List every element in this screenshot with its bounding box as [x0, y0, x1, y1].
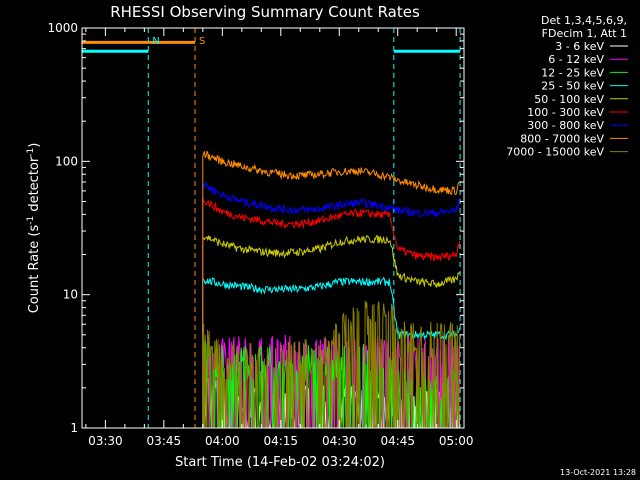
y-axis-label-part: detector	[27, 156, 42, 216]
y-tick-label: 1000	[47, 21, 78, 35]
y-tick-label: 100	[55, 154, 78, 168]
marker-label: N	[152, 36, 159, 47]
series-line	[202, 181, 461, 428]
legend-label: 7000 - 15000 keV	[506, 146, 604, 159]
x-tick-label: 03:45	[147, 434, 182, 448]
legend-label: 6 - 12 keV	[548, 53, 604, 66]
x-tick-label: 03:30	[88, 434, 123, 448]
legend-label: 12 - 25 keV	[541, 66, 604, 79]
legend-label: 50 - 100 keV	[534, 93, 604, 106]
series-line	[202, 196, 461, 428]
chart-title: RHESSI Observing Summary Count Rates	[110, 3, 420, 21]
series-line	[202, 276, 461, 428]
legend-label: 100 - 300 keV	[527, 106, 604, 119]
x-tick-label: 04:15	[263, 434, 298, 448]
axis-layer: 1 10 100 1000 03:30 03:45 04:00 04:15 04:30 04:45…	[47, 21, 473, 448]
x-tick-label: 04:45	[380, 434, 415, 448]
render-timestamp: 13-Oct-2021 13:28	[560, 468, 636, 477]
marker-label: S	[199, 36, 205, 47]
legend: Det 1,3,4,5,6,9, FDecim 1, Att 1 3 - 6 k…	[506, 14, 628, 159]
y-axis-label-part: )	[27, 143, 42, 148]
y-tick-label: 1	[70, 421, 78, 435]
legend-header-line: Det 1,3,4,5,6,9,	[541, 14, 627, 27]
legend-label: 25 - 50 keV	[541, 80, 604, 93]
x-tick-label: 05:00	[439, 434, 474, 448]
y-axis-label-part: Count Rate (s	[27, 225, 42, 314]
legend-label: 800 - 7000 keV	[520, 132, 604, 145]
series-line	[202, 234, 461, 428]
legend-header-line: FDecim 1, Att 1	[542, 27, 627, 40]
y-axis-label: Count Rate (s-1 detector-1)	[26, 143, 42, 314]
series-line	[202, 150, 460, 428]
y-axis-label-sup: -1	[26, 216, 36, 225]
legend-label: 3 - 6 keV	[555, 40, 604, 53]
plot-frame	[81, 27, 465, 429]
legend-label: 300 - 800 keV	[527, 119, 604, 132]
x-tick-label: 04:00	[205, 434, 240, 448]
x-axis-label: Start Time (14-Feb-02 03:24:02)	[175, 455, 385, 470]
x-tick-label: 04:30	[322, 434, 357, 448]
y-tick-label: 10	[63, 288, 78, 302]
y-axis-label-sup: -1	[26, 148, 36, 157]
